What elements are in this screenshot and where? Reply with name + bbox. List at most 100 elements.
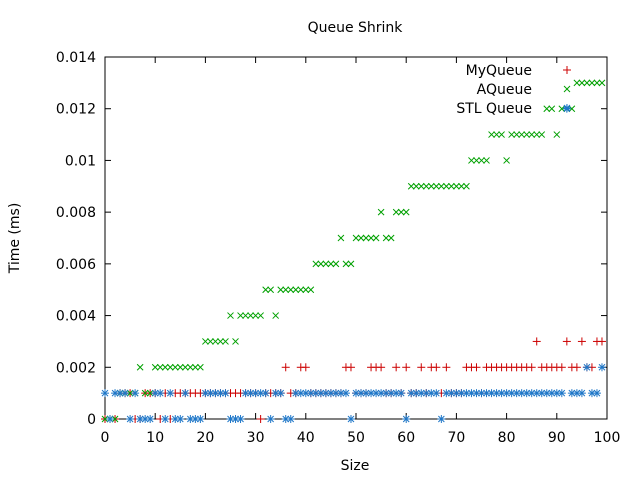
y-tick-label: 0.01 [65,153,96,169]
y-tick-label: 0.008 [56,205,96,221]
stl-queue-point [206,389,215,398]
x-tick-label: 30 [247,430,265,446]
aqueue-point [292,286,300,294]
aqueue-point [437,182,445,190]
myqueue-point [597,337,606,346]
aqueue-point [488,131,495,138]
stl-queue-point [276,389,285,398]
axis-ticks: 0 10 20 30 40 50 60 70 80 90 100 0 0.002 0.004 0.006 0.… [56,50,620,446]
aqueue-point [543,105,551,113]
aqueue-point [337,234,345,242]
x-tick-label: 80 [498,430,516,446]
stl-queue-point [196,415,205,423]
aqueue-point [483,157,490,164]
stl-queue-point [286,415,295,423]
aqueue-point [297,286,305,294]
stl-queue-point [216,389,225,398]
stl-queue-point [266,415,275,423]
myqueue-point [577,337,586,346]
y-tick-label: 0.012 [56,102,96,118]
aqueue-point [372,234,380,242]
stl-queue-point [427,389,436,398]
myqueue-point [392,363,401,372]
aqueue-point [146,389,154,397]
aqueue-point [171,363,179,371]
aqueue-point [397,208,405,216]
stl-queue-point [271,389,280,398]
aqueue-point [136,363,144,371]
myqueue-point [442,363,451,372]
aqueue-point [593,79,601,87]
aqueue-point [458,182,465,190]
stl-queue-point [176,415,185,423]
stl-queue-point [597,363,606,372]
aqueue-point [141,389,149,397]
stl-queue-point [256,389,265,398]
stl-queue-point [126,415,135,423]
stl-queue-point [502,389,511,398]
aqueue-point [181,363,189,371]
aqueue-point [282,286,290,294]
aqueue-point [287,286,295,294]
aqueue-point [312,260,320,268]
aqueue-point [342,260,350,268]
aqueue-point [307,286,315,294]
stl-queue-point [341,389,350,398]
y-tick-label: 0.004 [56,309,96,325]
myqueue-point [377,363,386,372]
aqueue-point [463,182,470,190]
myqueue-point [281,363,290,372]
myqueue-point [256,415,265,423]
aqueue-point [513,131,520,138]
aqueue-point [523,131,531,138]
stl-queue-point [291,389,300,398]
myqueue-point [301,363,310,372]
aqueue-point [598,79,606,87]
aqueue-point [533,131,541,138]
y-tick-label: 0 [87,412,96,428]
x-tick-label: 20 [196,430,214,446]
aqueue-point [232,338,239,345]
stl-queue-point [336,389,345,398]
legend-marker-aqueue [563,85,571,93]
stl-queue-point [156,389,165,398]
aqueue-point [448,182,455,190]
stl-queue-point [387,389,396,398]
myqueue-point [402,363,411,372]
aqueue-point [212,338,219,345]
aqueue-point [101,415,109,423]
stl-queue-point [402,415,411,423]
aqueue-point [427,182,435,190]
legend-label-myqueue: MyQueue [466,63,532,79]
aqueue-point [367,234,375,242]
aqueue-point [402,208,410,216]
y-tick-label: 0.006 [56,257,96,273]
aqueue-point [317,260,325,268]
aqueue-point [528,131,536,138]
y-tick-label: 0.002 [56,360,96,376]
aqueue-point [332,260,340,268]
stl-queue-point [557,389,566,398]
aqueue-point [272,312,280,319]
stl-queue-point [241,389,250,398]
aqueue-point [247,312,254,319]
legend-marker-myqueue [563,66,571,74]
stl-queue-point [397,389,406,398]
aqueue-point [478,157,485,164]
aqueue-point [382,234,390,242]
aqueue-point [242,312,249,319]
stl-queue-point [211,389,220,398]
stl-queue-point [382,389,391,398]
aqueue-point [453,182,460,190]
aqueue-point [151,363,159,371]
aqueue-point [362,234,370,242]
stl-queue-point [432,389,441,398]
stl-queue-point [236,415,245,423]
myqueue-point [572,363,581,372]
aqueue-point [412,182,420,190]
aqueue-point [508,131,515,138]
aqueue-point [578,79,586,87]
stl-queue-point [166,389,175,398]
aqueue-point [227,312,234,319]
